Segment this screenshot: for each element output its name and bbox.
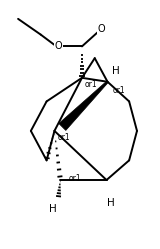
Text: H: H bbox=[112, 66, 120, 76]
Text: H: H bbox=[49, 204, 56, 214]
Text: O: O bbox=[98, 24, 105, 34]
Text: or1: or1 bbox=[112, 86, 125, 95]
Text: O: O bbox=[55, 41, 62, 51]
Text: H: H bbox=[107, 198, 114, 208]
Polygon shape bbox=[59, 81, 108, 130]
Text: or1: or1 bbox=[57, 133, 70, 142]
Text: or1: or1 bbox=[85, 80, 98, 89]
Text: or1: or1 bbox=[68, 174, 81, 183]
